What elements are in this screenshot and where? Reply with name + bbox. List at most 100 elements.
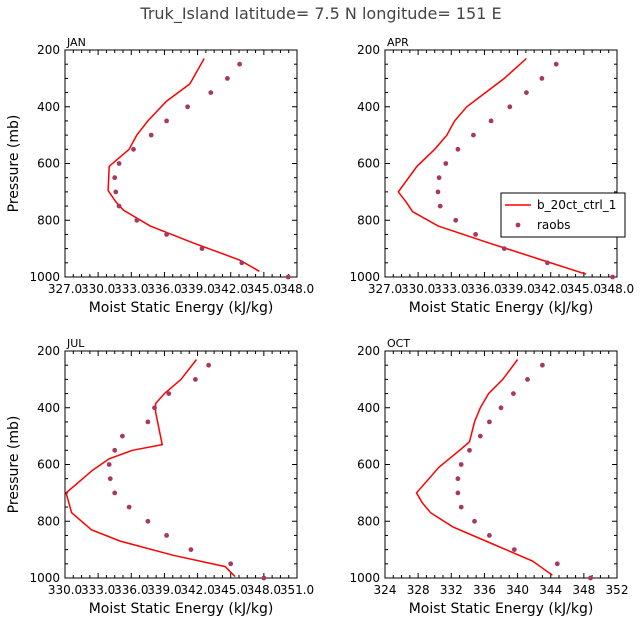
- x-tick-label: 333.0: [114, 282, 148, 296]
- data-point-raobs: [545, 260, 550, 266]
- data-point-raobs: [458, 504, 464, 510]
- data-point-raobs: [228, 561, 234, 567]
- y-tick-label: 600: [357, 458, 380, 472]
- data-point-raobs: [148, 132, 154, 138]
- y-tick-label: 800: [357, 514, 380, 528]
- x-tick-label: 348.0: [600, 282, 634, 296]
- legend-box: [500, 192, 626, 238]
- y-tick-label: 1000: [29, 270, 60, 284]
- x-tick-label: 333.0: [81, 583, 115, 597]
- data-point-raobs: [145, 518, 151, 524]
- data-point-raobs: [455, 146, 461, 152]
- data-point-raobs: [193, 377, 198, 382]
- data-point-raobs: [112, 447, 118, 453]
- x-axis-label: Moist Static Energy (kJ/kg): [409, 300, 594, 316]
- data-point-raobs: [164, 118, 170, 124]
- data-point-raobs: [443, 161, 449, 166]
- data-point-raobs: [120, 433, 125, 439]
- x-tick-label: 332: [440, 583, 463, 597]
- y-axis-label: Pressure (mb): [6, 416, 22, 514]
- data-point-raobs: [285, 274, 291, 280]
- x-tick-label: 348.0: [280, 282, 314, 296]
- data-point-raobs: [453, 217, 459, 223]
- x-tick-label: 339.0: [147, 583, 181, 597]
- data-point-raobs: [467, 447, 472, 453]
- data-point-raobs: [437, 203, 443, 209]
- data-point-raobs: [524, 90, 529, 95]
- data-point-raobs: [455, 476, 461, 482]
- x-tick-label: 348: [572, 583, 595, 597]
- data-point-raobs: [540, 362, 545, 368]
- y-tick-label: 400: [37, 100, 60, 114]
- data-point-raobs: [554, 561, 560, 567]
- data-point-raobs: [488, 118, 494, 124]
- x-tick-label: 330.0: [401, 282, 435, 296]
- panel-jul: JUL 330.0333.0336.0339.0342.0345.0348.035…: [6, 337, 314, 617]
- panel-title: JAN: [66, 36, 86, 49]
- data-point-raobs: [131, 146, 136, 152]
- data-point-raobs: [610, 274, 615, 280]
- data-point-raobs: [507, 104, 513, 110]
- y-tick-label: 400: [357, 100, 380, 114]
- data-point-raobs: [472, 518, 477, 524]
- x-tick-label: 339.0: [500, 282, 534, 296]
- y-tick-label: 600: [37, 157, 60, 171]
- data-point-raobs: [436, 175, 442, 181]
- data-point-raobs: [145, 419, 151, 425]
- series-line-model: [107, 58, 260, 272]
- data-point-raobs: [487, 533, 492, 538]
- data-point-raobs: [152, 405, 157, 411]
- x-tick-label: 330.0: [81, 282, 115, 296]
- plot-frame: [64, 49, 298, 278]
- legend-label-model: b_20ct_ctrl_1: [537, 198, 616, 212]
- x-axis-label: Moist Static Energy (kJ/kg): [89, 601, 274, 617]
- data-point-raobs: [225, 76, 230, 81]
- data-point-raobs: [553, 61, 559, 67]
- x-tick-label: 339.0: [180, 282, 214, 296]
- figure-title: Truk_Island latitude= 7.5 N longitude= 1…: [139, 4, 501, 24]
- y-tick-label: 200: [357, 43, 380, 57]
- x-tick-label: 336.0: [467, 282, 501, 296]
- data-point-raobs: [487, 419, 492, 425]
- data-point-raobs: [185, 104, 191, 110]
- data-point-raobs: [539, 76, 545, 81]
- data-point-raobs: [134, 217, 140, 223]
- y-tick-label: 600: [37, 458, 60, 472]
- y-tick-label: 800: [37, 213, 60, 227]
- y-axis-label: Pressure (mb): [6, 115, 22, 213]
- data-point-raobs: [588, 575, 593, 581]
- y-tick-label: 800: [37, 514, 60, 528]
- y-tick-label: 600: [357, 157, 380, 171]
- data-point-raobs: [206, 362, 212, 368]
- x-tick-label: 345.0: [214, 583, 248, 597]
- panel-oct: OCT 324 328 332 336 340 344 348 352 200 400 600 800 1…: [349, 337, 628, 617]
- x-tick-label: 342.0: [214, 282, 248, 296]
- data-point-raobs: [471, 132, 476, 138]
- y-tick-label: 200: [37, 344, 60, 358]
- data-point-raobs: [511, 391, 516, 396]
- x-tick-label: 336.0: [147, 282, 181, 296]
- x-tick-label: 342.0: [534, 282, 568, 296]
- data-point-raobs: [237, 61, 243, 67]
- data-point-raobs: [112, 175, 118, 181]
- data-point-raobs: [126, 504, 132, 510]
- panel-title: APR: [387, 36, 409, 49]
- panels: JAN327.0330.0333.0336.0339.0342.0345.034…: [6, 36, 634, 617]
- data-point-raobs: [166, 391, 172, 396]
- series-line-model: [65, 359, 236, 578]
- y-tick-label: 200: [357, 344, 380, 358]
- data-point-raobs: [435, 189, 441, 195]
- panel-jan: JAN 327.0330.0333.0336.0339.0342.0345.034…: [6, 36, 314, 316]
- data-point-raobs: [116, 161, 122, 166]
- x-tick-label: 348.0: [247, 583, 281, 597]
- legend-label-obs: raobs: [537, 218, 571, 232]
- data-point-raobs: [113, 189, 119, 195]
- data-point-raobs: [188, 547, 194, 552]
- plot-frame: [384, 350, 618, 579]
- data-point-raobs: [208, 90, 214, 95]
- x-tick-label: 340: [506, 583, 529, 597]
- y-tick-label: 400: [357, 401, 380, 415]
- x-tick-label: 351.0: [280, 583, 314, 597]
